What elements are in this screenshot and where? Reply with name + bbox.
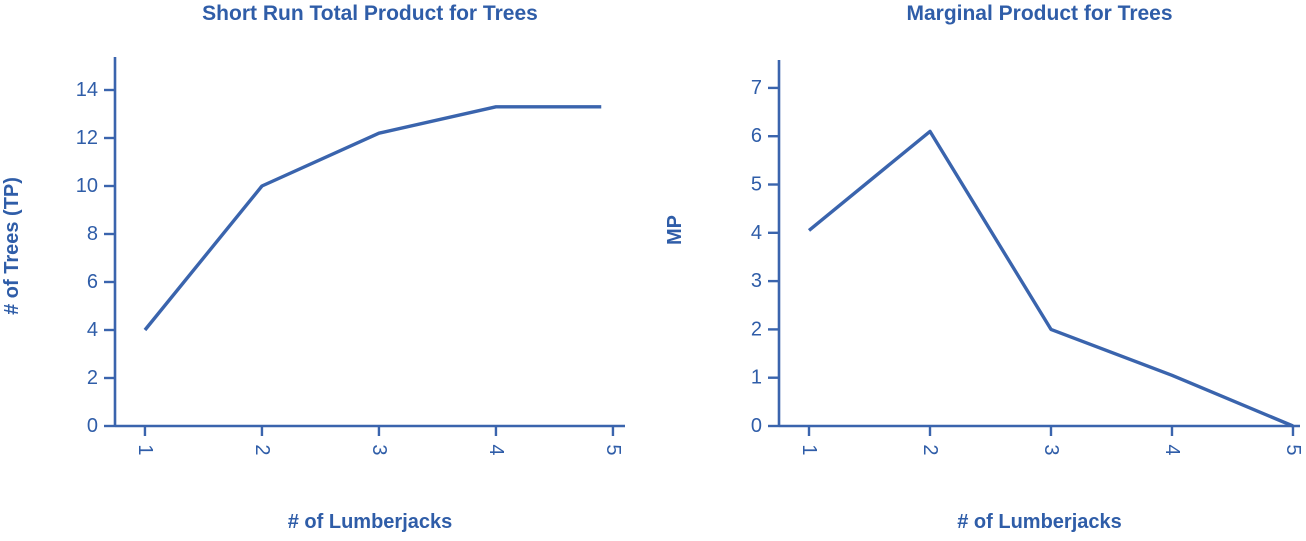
y-tick-label: 5 <box>751 174 762 196</box>
data-line <box>807 129 1294 428</box>
x-tick-label: 1 <box>798 444 820 455</box>
y-tick-label: 1 <box>751 367 762 389</box>
y-tick-label: 8 <box>87 223 98 245</box>
x-tick-label: 5 <box>602 444 624 455</box>
x-axis-label: # of Lumberjacks <box>957 511 1122 533</box>
y-tick-label: 4 <box>87 319 98 341</box>
y-tick-label: 12 <box>76 127 98 149</box>
chart-title: Short Run Total Product for Trees <box>202 2 538 25</box>
y-tick-label: 2 <box>751 318 762 340</box>
y-tick-label: 3 <box>751 270 762 292</box>
y-tick-label: 0 <box>751 415 762 437</box>
x-tick-label: 2 <box>251 444 273 455</box>
x-axis-label: # of Lumberjacks <box>287 511 453 533</box>
total-product-chart: Short Run Total Product for Trees # of T… <box>1 2 625 533</box>
data-line <box>143 105 602 332</box>
y-tick-label: 10 <box>76 175 98 197</box>
x-tick-label: 5 <box>1282 444 1304 455</box>
y-tick-label: 4 <box>751 222 762 244</box>
x-tick-label: 4 <box>1161 444 1183 455</box>
y-tick-label: 6 <box>751 125 762 147</box>
y-tick-label: 7 <box>751 77 762 99</box>
x-tick-label: 4 <box>485 444 507 455</box>
x-tick-label: 2 <box>919 444 941 455</box>
y-tick-label: 0 <box>87 415 98 437</box>
chart-title: Marginal Product for Trees <box>906 2 1173 25</box>
x-tick-label: 3 <box>368 444 390 455</box>
y-tick-label: 14 <box>76 79 98 101</box>
marginal-product-plot: 0 1 2 3 4 5 6 7 1 2 3 4 5 <box>751 60 1304 456</box>
y-tick-label: 6 <box>87 271 98 293</box>
y-tick-label: 2 <box>87 367 98 389</box>
x-tick-label: 3 <box>1040 444 1062 455</box>
x-tick-label: 1 <box>134 444 156 455</box>
